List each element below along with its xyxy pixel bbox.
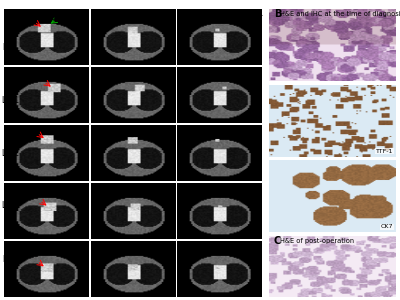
Text: 1 month later: 1 month later bbox=[122, 14, 174, 22]
Text: TTF-1: TTF-1 bbox=[376, 149, 394, 154]
Text: LN 2: LN 2 bbox=[2, 148, 19, 158]
Text: H&E and IHC at the time of diagnosis: H&E and IHC at the time of diagnosis bbox=[280, 11, 400, 17]
Text: CK7: CK7 bbox=[381, 224, 394, 230]
Text: 5 month later: 5 month later bbox=[210, 14, 262, 22]
Text: PL: PL bbox=[2, 44, 11, 52]
Text: B: B bbox=[274, 9, 281, 19]
Text: H&E of post-operation: H&E of post-operation bbox=[280, 238, 354, 244]
Text: LN 1: LN 1 bbox=[2, 96, 19, 105]
Text: A: A bbox=[4, 9, 12, 19]
Text: LN10: LN10 bbox=[2, 255, 22, 264]
Text: C: C bbox=[274, 236, 281, 245]
Text: Pre-crizotinib: Pre-crizotinib bbox=[23, 14, 73, 22]
Text: LN 4: LN 4 bbox=[2, 201, 19, 210]
